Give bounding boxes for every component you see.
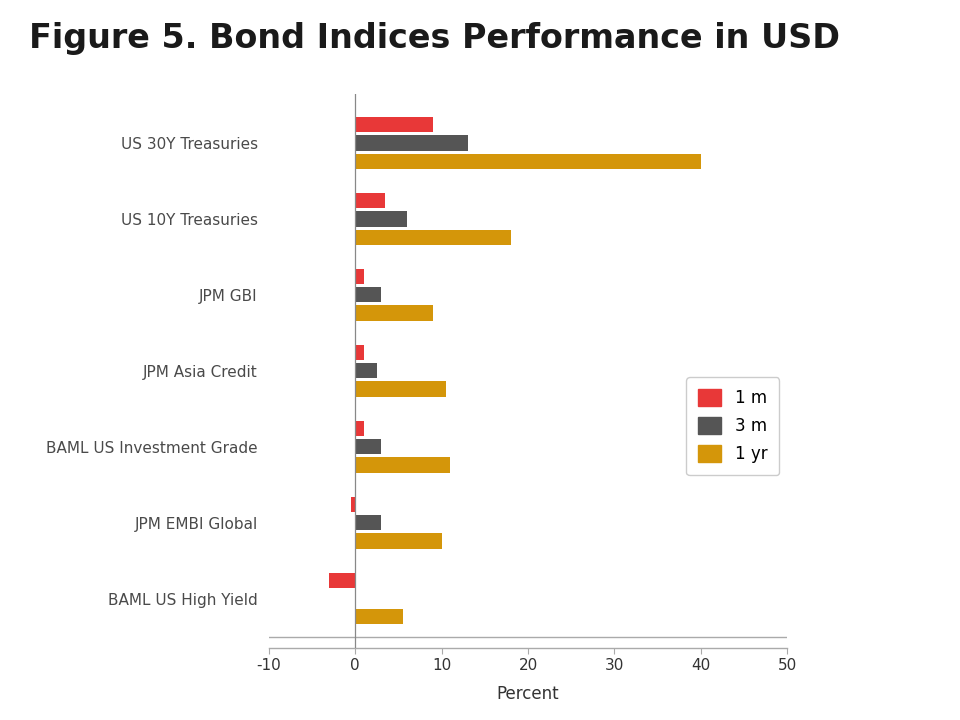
Bar [355, 421, 364, 436]
Bar [355, 534, 442, 549]
Bar [355, 345, 364, 360]
Text: Figure 5. Bond Indices Performance in USD: Figure 5. Bond Indices Performance in US… [29, 22, 840, 55]
Bar [355, 609, 403, 624]
Bar [355, 230, 511, 245]
Bar [355, 287, 381, 302]
Bar [355, 382, 445, 397]
X-axis label: Percent: Percent [496, 685, 560, 703]
Bar [355, 515, 381, 531]
Bar [355, 363, 376, 379]
Bar [329, 573, 355, 588]
Bar [355, 439, 381, 454]
Bar [355, 211, 407, 227]
Bar [355, 305, 433, 320]
Legend: 1 m, 3 m, 1 yr: 1 m, 3 m, 1 yr [686, 377, 779, 475]
Bar [355, 153, 701, 168]
Bar [355, 457, 450, 472]
Bar [351, 497, 355, 512]
Bar [355, 117, 433, 132]
Bar [355, 269, 364, 284]
Bar [355, 193, 385, 208]
Bar [355, 135, 468, 150]
